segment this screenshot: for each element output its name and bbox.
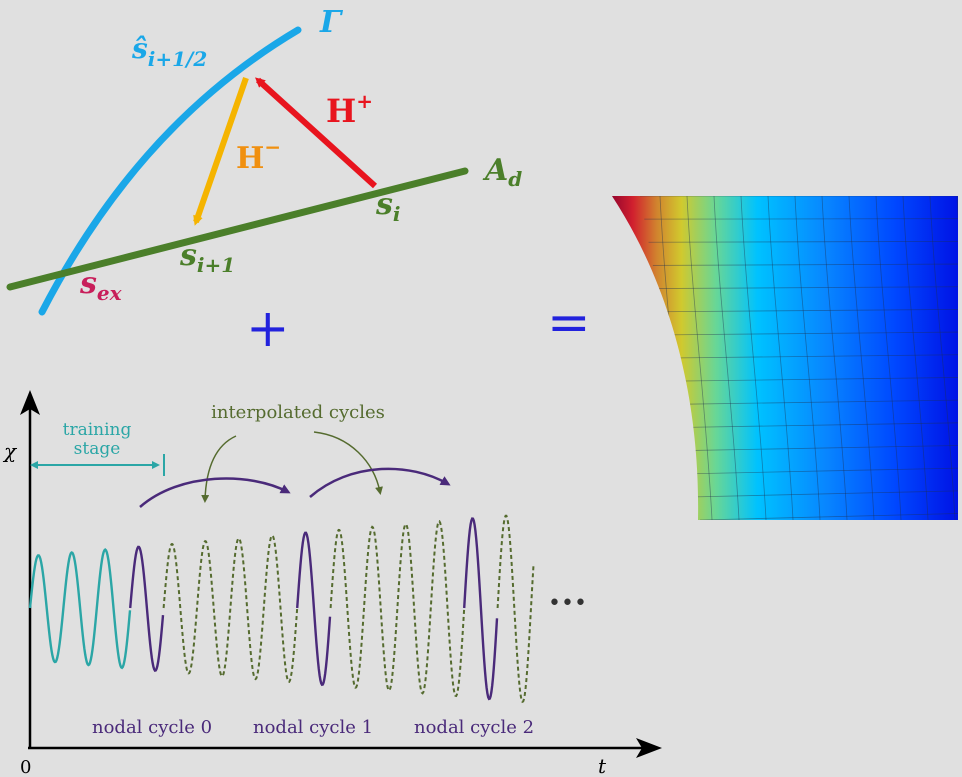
mesh-line-v [848,196,875,520]
plus-operator: + [246,299,290,359]
svg-text:si+1: si+1 [179,238,235,277]
mesh-line-h [665,331,958,336]
svg-text:ŝi+1/2: ŝi+1/2 [131,32,207,71]
s-hat-sub: i+1/2 [148,47,208,71]
ellipsis: ••• [548,591,587,616]
x-axis-label: t [598,754,607,777]
mesh-line-v [875,196,902,520]
nodal-cycle-0-label: nodal cycle 0 [92,717,212,738]
stress-field-mesh [612,196,958,520]
svg-text:Ad: Ad [482,153,522,191]
h-plus-arrow [255,77,378,189]
mesh-grid [640,196,958,520]
h-plus-sup: + [356,89,373,113]
ad-label: A [482,153,508,188]
training-curve [28,548,132,670]
cycle-plot: χ t 0 training stage interpolated cycles… [2,390,662,777]
interp-pointer-1 [201,435,237,503]
mesh-line-h [691,467,958,475]
mesh-line-h [648,240,958,243]
s-i1-sub: i+1 [197,253,235,277]
mesh-line-h [678,399,958,405]
projection-diagram: Γ Ad ŝi+1/2 H+ H− si si+1 sex [6,5,522,316]
mesh-line-v [740,196,767,520]
interpolated-curve-2 [329,519,466,698]
mesh-line-h [687,445,958,451]
mesh-line-h [661,309,958,313]
svg-text:si: si [375,187,401,226]
nodal-cycle-1-curve [296,531,332,687]
ad-sub: d [508,167,522,191]
h-plus-label: H [326,92,356,130]
origin-label: 0 [20,757,31,777]
mesh-line-h [674,377,958,382]
nodal-jump-arrow-2 [309,467,451,498]
nodal-jump-arrow-1 [139,477,291,508]
mesh-line-h [652,263,958,266]
nodal-cycle-2-label: nodal cycle 2 [414,717,534,738]
mesh-line-h [657,286,958,289]
mesh-line-v [929,196,956,520]
equals-operator: = [547,293,591,353]
interpolated-label: interpolated cycles [211,402,385,423]
mesh-line-v [794,196,821,520]
h-minus-sup: − [264,135,281,159]
ad-line [6,167,469,291]
mesh-line-h [669,354,958,359]
svg-text:sex: sex [79,266,123,305]
mesh-line-v [713,196,740,520]
mesh-line-h [699,513,958,520]
mesh-line-v [821,196,848,520]
nodal-cycle-0-curve [129,545,165,672]
h-minus-arrow [193,77,249,226]
h-minus-label: H [236,141,264,176]
s-i-label: s [375,187,393,222]
signal-curves [28,514,535,704]
mesh-line-v [902,196,929,520]
mesh-line-v [767,196,794,520]
svg-text:H+: H+ [326,89,373,130]
interp-pointer-2 [313,431,383,495]
s-ex-label: s [79,266,97,301]
nodal-cycle-2-curve [463,517,499,701]
gamma-curve [38,26,302,316]
y-axis-arrowhead [20,390,40,415]
nodal-cycle-1-label: nodal cycle 1 [253,717,373,738]
interpolated-curve-1 [162,534,299,684]
mesh-line-v [686,196,713,520]
s-i1-label: s [179,238,197,273]
s-i-sub: i [393,202,401,226]
s-hat-label: ŝ [131,32,148,65]
mesh-line-h [682,422,958,428]
y-axis-label: χ [2,439,18,463]
training-label-line1: training [63,420,132,440]
s-ex-sub: ex [97,281,123,305]
x-axis-arrowhead [636,738,662,758]
gamma-label: Γ [319,5,344,40]
svg-text:H−: H− [236,135,281,176]
training-label-line2: stage [74,439,121,459]
mesh-line-h [695,490,958,498]
interpolated-curve-3 [496,514,535,704]
